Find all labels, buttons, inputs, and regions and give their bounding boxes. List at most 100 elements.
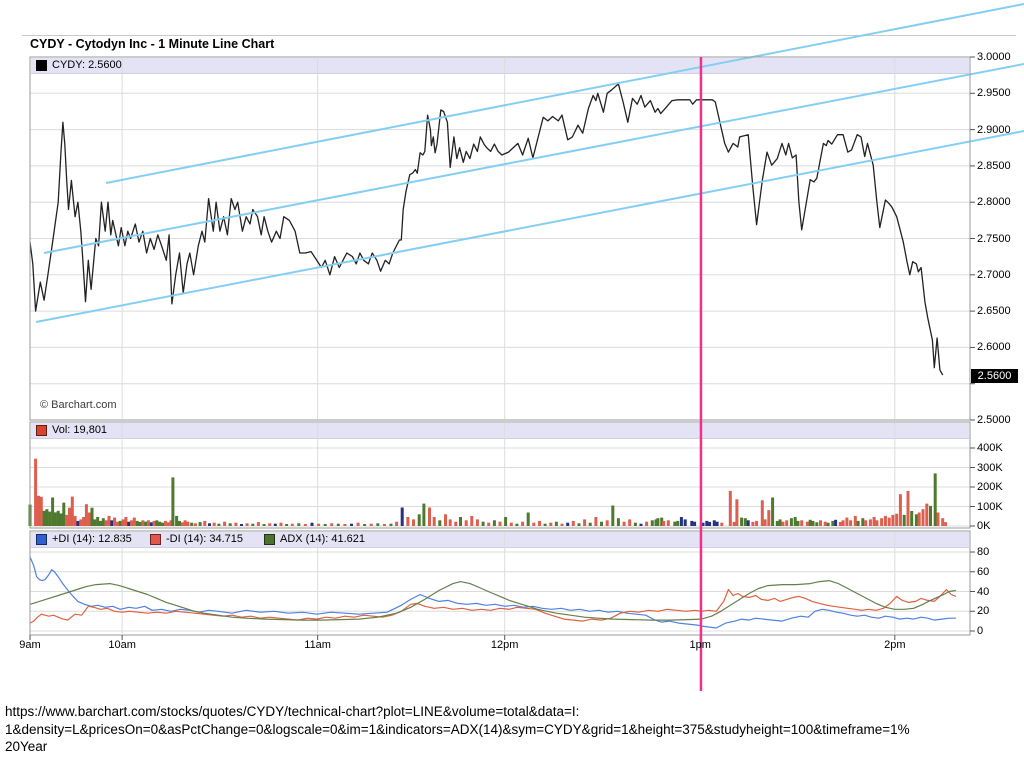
volume-bar [800,520,804,526]
header-divider [22,35,1016,36]
volume-bar [701,522,705,526]
volume-bar [251,523,255,526]
volume-bar [279,522,283,526]
volume-bar [138,521,142,526]
volume-bar [256,522,260,526]
volume-bar [62,502,66,526]
volume-bar [785,520,789,526]
price-y-label: 2.6500 [977,305,1011,318]
volume-bar [59,513,63,526]
volume-bar [262,524,266,526]
volume-bar [240,524,243,526]
price-y-label: 2.5000 [977,414,1011,426]
volume-bar [705,520,709,526]
volume-bar [654,519,658,526]
volume-bar [910,511,914,526]
volume-bar [775,520,779,526]
volume-bar [481,521,485,526]
indicator-y-label: 0 [977,625,984,637]
volume-bar [864,520,868,526]
volume-bar [594,517,598,526]
volume-bar [838,521,842,526]
volume-bar [712,520,716,526]
volume-bar [492,520,496,526]
volume-bar [330,523,334,526]
volume-bar [28,504,32,526]
volume-bar [577,523,581,526]
volume-bar [538,520,541,526]
volume-bar [444,514,447,526]
volume-bar [778,519,782,526]
volume-bar [849,520,853,526]
volume-bar [789,518,793,526]
volume-bar [107,515,111,526]
volume-bar [45,509,49,526]
volume-bar [48,511,52,526]
volume-bar [51,497,55,526]
source-url: https://www.barchart.com/stocks/quotes/C… [5,703,1019,756]
di-minus-legend-label: -DI (14): 34.715 [166,533,244,545]
volume-bar [317,523,321,526]
volume-bar [826,522,830,526]
volume-bar [363,524,367,526]
volume-bar [118,520,122,526]
di-plus-legend-swatch-icon [36,533,47,545]
volume-bar [79,519,83,526]
price-y-label: 3.0000 [977,51,1011,63]
volume-bar [356,522,360,526]
cydy-legend-label: CYDY: 2.5600 [52,59,122,71]
panel-border [29,56,971,421]
volume-bar [155,520,159,526]
volume-bar [290,523,294,526]
volume-bar [152,520,156,526]
volume-y-label: 400K [977,442,1003,454]
volume-bar [475,519,479,526]
volume-y-label: 0K [977,520,991,532]
di-plus-legend-label: +DI (14): 12.835 [52,533,132,545]
volume-bar [751,521,755,526]
volume-bar [662,520,666,526]
volume-bar [336,523,340,526]
volume-bar [273,523,277,526]
volume-bar [811,520,815,526]
trend-channel-line [43,63,1024,254]
volume-bar [369,523,373,526]
di-plus-line [29,556,956,629]
volume-bar [639,523,643,526]
source-url-line: 1&density=L&pricesOn=0&asPctChange=0&log… [5,721,910,737]
volume-bar [389,523,393,526]
volume-bar [448,519,452,526]
volume-bar [161,522,164,526]
volume-bar [891,514,895,526]
volume-bar [169,520,173,526]
volume-bar [146,520,150,526]
volume-bar [228,523,232,526]
volume-bar [110,520,114,526]
volume-bar [68,507,71,526]
volume-bar [297,523,301,526]
volume-bar [395,521,399,526]
volume-bar [412,519,415,526]
trend-channel-line [105,3,1024,184]
volume-bar [898,494,902,526]
volume-bar [208,523,211,526]
volume-bar [400,507,404,526]
volume-bar [438,520,442,526]
volume-bar [53,512,57,526]
source-url-line: https://www.barchart.com/stocks/quotes/C… [5,704,580,719]
volume-bar [84,504,88,526]
volume-bar [571,520,575,526]
volume-bar [755,520,759,526]
volume-bar [808,519,812,526]
volume-bar [39,496,43,527]
volume-legend-swatch-icon [36,424,47,436]
volume-bar [234,522,238,526]
price-y-label: 2.7500 [977,232,1011,245]
volume-bar [223,521,227,526]
volume-bar [841,520,845,526]
volume-bar [526,512,530,526]
volume-bar [190,522,194,526]
volume-bar [771,497,775,526]
volume-bar [406,517,410,526]
volume-bar [560,523,564,526]
